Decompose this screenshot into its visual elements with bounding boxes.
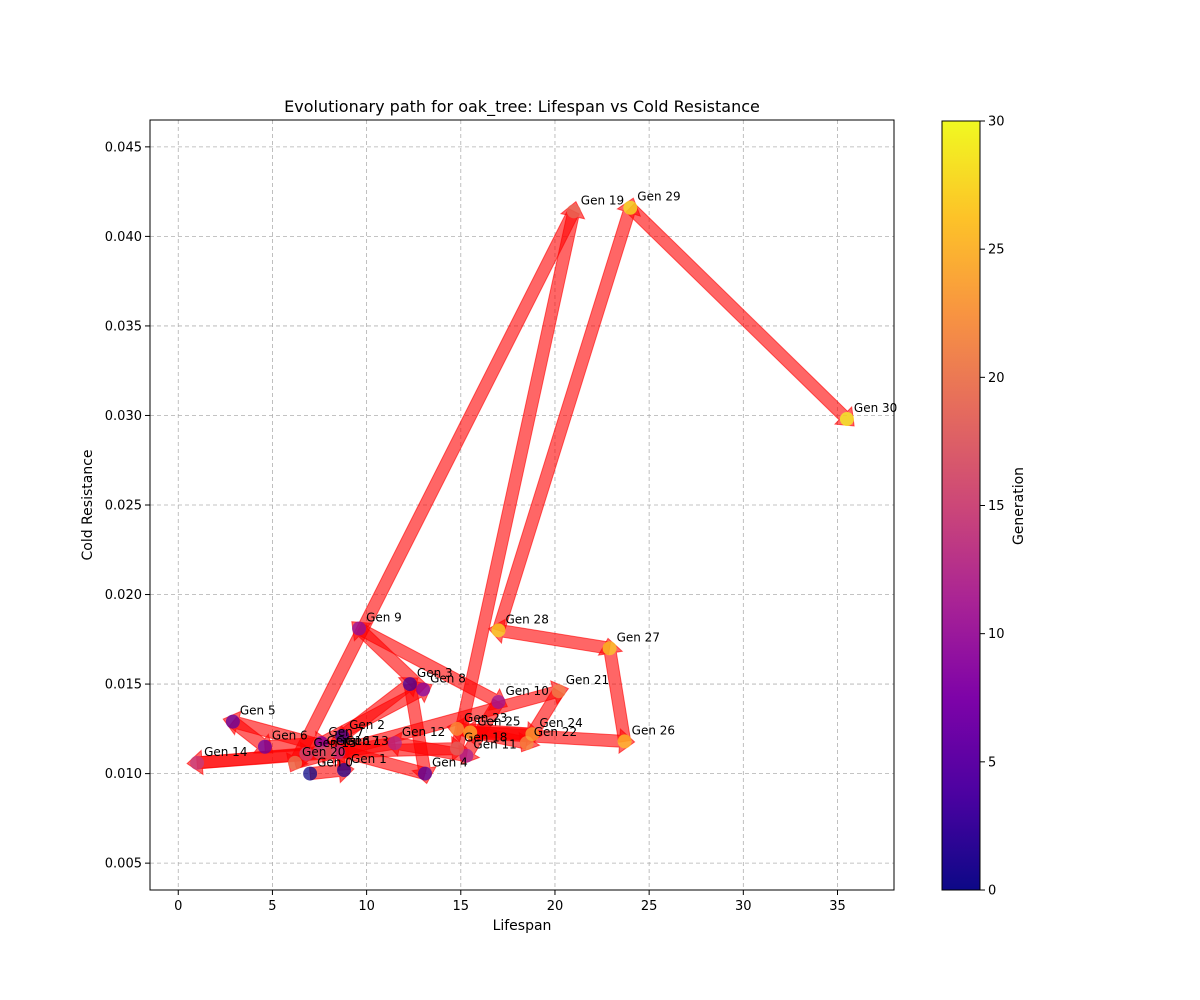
points (190, 200, 854, 781)
generation-label: Gen 14 (204, 745, 247, 759)
generation-point (352, 621, 367, 636)
x-tick-label: 10 (358, 899, 375, 914)
generation-point (450, 741, 465, 756)
generation-point (623, 200, 638, 215)
generation-label: Gen 8 (430, 671, 466, 685)
generation-point (551, 684, 566, 699)
generation-label: Gen 27 (617, 630, 660, 644)
x-tick-label: 5 (268, 899, 276, 914)
generation-label: Gen 1 (351, 752, 387, 766)
generation-label: Gen 11 (473, 738, 516, 752)
colorbar-tick-label: 5 (988, 755, 996, 770)
chart-title: Evolutionary path for oak_tree: Lifespan… (284, 97, 760, 117)
generation-label: Gen 9 (366, 611, 402, 625)
y-tick-label: 0.045 (105, 140, 142, 155)
colorbar-tick-label: 0 (988, 884, 996, 899)
generation-point (491, 623, 506, 638)
generation-point (402, 677, 417, 692)
generation-label: Gen 26 (632, 723, 675, 737)
generation-label: Gen 28 (505, 612, 548, 626)
y-tick-label: 0.040 (105, 230, 142, 245)
colorbar-label: Generation (1011, 467, 1027, 545)
generation-point (525, 727, 540, 742)
generation-label: Gen 24 (539, 716, 582, 730)
generation-label: Gen 22 (534, 725, 577, 739)
generation-point (337, 763, 352, 778)
x-tick-label: 0 (174, 899, 182, 914)
generation-point (299, 746, 314, 761)
colorbar-tick-label: 10 (988, 627, 1005, 642)
colorbar-tick-label: 30 (988, 115, 1005, 130)
generation-label: Gen 13 (345, 734, 388, 748)
generation-label: Gen 29 (637, 190, 680, 204)
generation-point (417, 766, 432, 781)
generation-point (566, 204, 581, 219)
colorbar-tick-label: 25 (988, 243, 1005, 258)
generation-point (303, 766, 318, 781)
generation-point (463, 725, 478, 740)
y-tick-label: 0.025 (105, 499, 142, 514)
generation-label: Gen 19 (581, 193, 624, 207)
generation-label: Gen 23 (464, 711, 507, 725)
generation-label: Gen 2 (349, 718, 385, 732)
generation-point (321, 745, 336, 760)
generation-point (288, 755, 303, 770)
y-tick-label: 0.030 (105, 409, 142, 424)
generation-label: Gen 21 (566, 673, 609, 687)
x-tick-label: 15 (453, 899, 470, 914)
y-tick-label: 0.005 (105, 857, 142, 872)
colorbar-tick-label: 15 (988, 499, 1005, 514)
y-axis-label: Cold Resistance (80, 449, 96, 560)
x-tick-label: 25 (641, 899, 658, 914)
x-axis-label: Lifespan (493, 918, 552, 934)
colorbar-tick-label: 20 (988, 371, 1005, 386)
generation-point (839, 412, 854, 427)
generation-point (491, 694, 506, 709)
generation-point (335, 729, 350, 743)
generation-label: Gen 5 (240, 704, 276, 718)
generation-label: Gen 15 (313, 736, 356, 750)
colorbar-ticks: 0 5 10 15 20 25 30 (980, 115, 1005, 899)
generation-label: Gen 12 (402, 725, 445, 739)
generation-label: Gen 10 (505, 684, 548, 698)
generation-point (190, 755, 205, 770)
generation-label: Gen 4 (432, 756, 468, 770)
generation-point (257, 739, 272, 754)
generation-point (617, 734, 632, 749)
generation-label: Gen 20 (302, 745, 345, 759)
x-tick-label: 20 (547, 899, 564, 914)
generation-point (225, 714, 240, 729)
y-tick-label: 0.020 (105, 588, 142, 603)
x-tick-label: 30 (735, 899, 752, 914)
generation-label: Gen 18 (464, 731, 507, 745)
x-axis-ticks: 0 5 10 15 20 25 30 35 (174, 890, 846, 914)
generation-point (602, 641, 617, 656)
generation-label: Gen 3 (417, 666, 453, 680)
y-axis-ticks: 0.005 0.010 0.015 0.020 0.025 0.030 0.035 0.040… (105, 140, 150, 872)
generation-point (416, 682, 431, 697)
generation-label: Gen 6 (272, 729, 308, 743)
x-tick-label: 35 (829, 899, 846, 914)
y-tick-label: 0.035 (105, 319, 142, 334)
generation-label: Gen 30 (854, 401, 897, 415)
colorbar (941, 120, 981, 891)
y-tick-label: 0.015 (105, 678, 142, 693)
generation-point (387, 736, 402, 751)
generation-point (450, 721, 465, 736)
generation-label: Gen 16 (327, 734, 370, 748)
generation-label: Gen 25 (477, 714, 520, 728)
generation-label: Gen 7 (328, 725, 364, 739)
generation-label: Gen 17 (336, 734, 379, 748)
generation-label: Gen 0 (317, 756, 353, 770)
y-tick-label: 0.010 (105, 767, 142, 782)
